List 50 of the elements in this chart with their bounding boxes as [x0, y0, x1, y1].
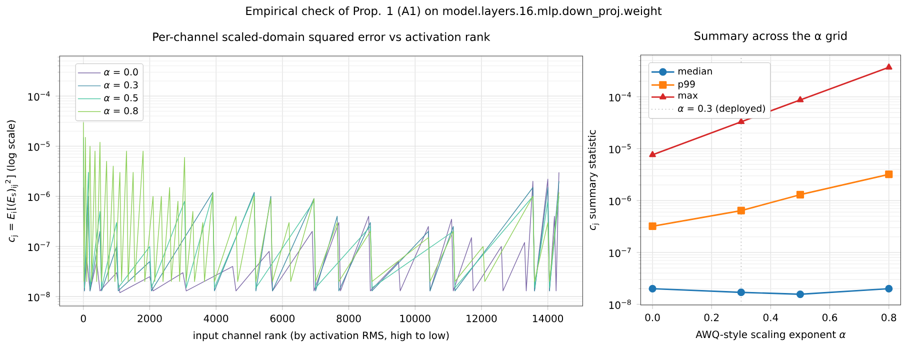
- legend-label: max: [678, 94, 698, 100]
- x-tick-label: 0.4: [763, 314, 778, 322]
- x-tick-label: 2000: [138, 314, 162, 322]
- x-tick-label: 6000: [270, 314, 294, 322]
- chart-title: Summary across the α grid: [694, 32, 847, 43]
- text: c$_{j}$ = E$_{i}$[(E$_{s}$)$_{ij}$$^{2}$] (log scale): [5, 120, 18, 242]
- point: [738, 118, 745, 124]
- x-tick-label: 0.6: [822, 314, 838, 322]
- legend-label: α = 0.3: [104, 82, 138, 89]
- legend-label: α = 0.8: [104, 107, 138, 114]
- point: [885, 170, 893, 178]
- x-tick-label: 12000: [466, 314, 497, 322]
- point: [885, 285, 893, 293]
- y-tick-label: 10$^{−5}$: [28, 142, 50, 152]
- point: [796, 290, 804, 298]
- point: [648, 285, 656, 293]
- point: [885, 64, 892, 70]
- legend-label: p99: [678, 80, 695, 90]
- y-tick-label: 10$^{−7}$: [28, 242, 50, 252]
- x-tick-label: 8000: [336, 314, 361, 322]
- point: [737, 207, 745, 215]
- y-tick-label: 10$^{−8}$: [28, 292, 50, 302]
- y-tick-label: 10$^{−4}$: [28, 92, 50, 101]
- y-tick-label: 10$^{−5}$: [609, 144, 631, 154]
- x-tick-label: 0.0: [645, 314, 660, 322]
- point: [796, 191, 804, 199]
- x-tick-label: 14000: [533, 314, 564, 322]
- y-tick-label: 10$^{−6}$: [28, 192, 50, 202]
- chart-title: Per-channel scaled-domain squared error vs activation rank: [153, 32, 490, 44]
- point: [648, 222, 656, 230]
- x-axis-title: AWQ-style scaling exponent α: [696, 330, 846, 340]
- y-axis-title: c$_{j}$ summary statistic: [588, 130, 600, 230]
- legend-label: α = 0.5: [104, 94, 138, 102]
- point: [796, 96, 804, 102]
- point: [737, 288, 745, 296]
- point: [649, 151, 656, 158]
- x-tick-label: 10000: [400, 314, 430, 322]
- x-tick-label: 0.2: [704, 314, 719, 322]
- x-tick-label: 4000: [204, 314, 228, 322]
- legend-label: α = 0.0: [104, 68, 138, 76]
- legend-label: median: [678, 68, 712, 75]
- x-axis-title: input channel rank (by activation RMS, high to low): [194, 332, 449, 342]
- y-tick-label: 10$^{−8}$: [609, 300, 631, 310]
- y-tick-label: 10$^{−6}$: [609, 196, 631, 206]
- y-tick-label: 10$^{−4}$: [609, 92, 631, 102]
- x-tick-label: 0: [80, 314, 86, 322]
- x-tick-label: 0.8: [882, 314, 896, 322]
- ref-line-label: α = 0.3 (deployed): [678, 104, 765, 114]
- y-tick-label: 10$^{−7}$: [609, 248, 631, 258]
- text: Empirical check of Prop. 1 (A1) on model.layers.16.mlp.down_proj.weight: [246, 6, 662, 18]
